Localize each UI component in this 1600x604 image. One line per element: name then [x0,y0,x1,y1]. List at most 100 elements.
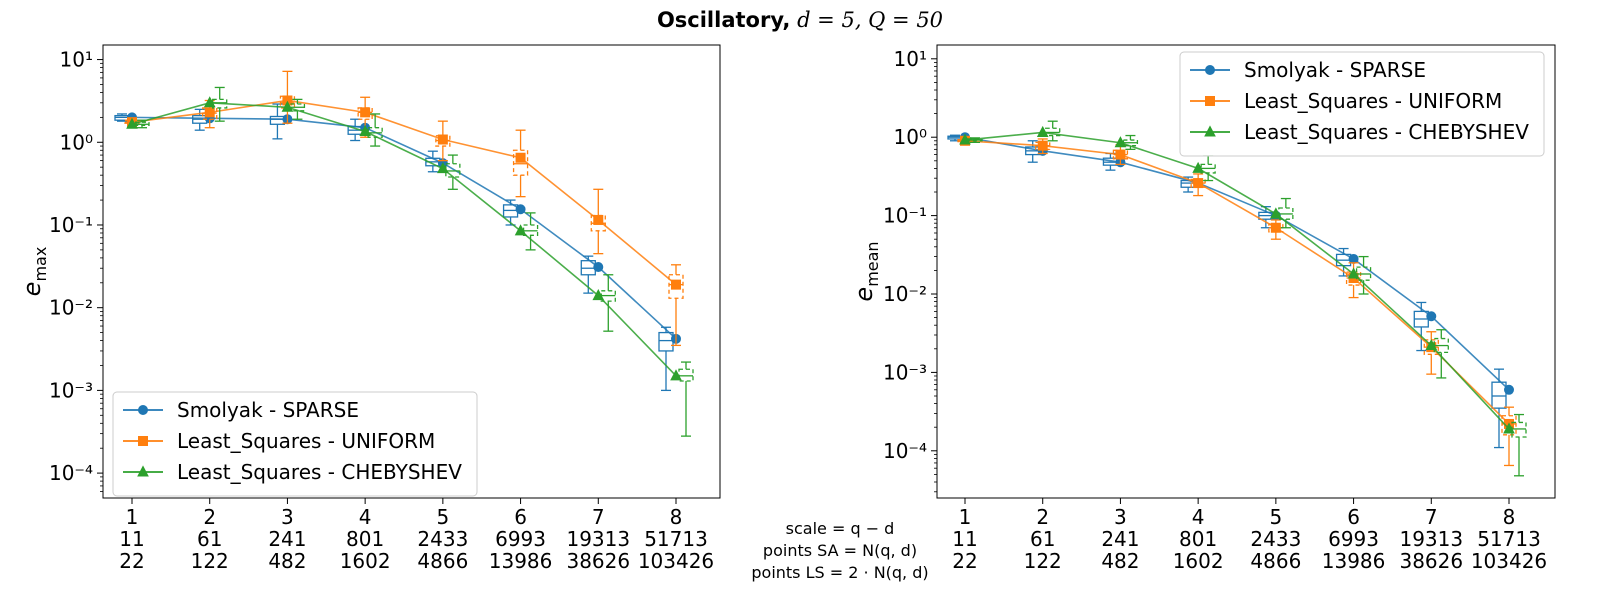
marker-triangle [959,133,971,145]
marker-square [138,436,148,446]
legend-label: Smolyak - SPARSE [1244,58,1426,82]
marker-triangle [1347,267,1360,279]
marker-triangle [126,117,138,129]
box-body [1355,266,1372,281]
x-tick-points-ls: 122 [191,549,229,573]
x-tick-points-sa: 51713 [1477,527,1541,551]
box-body [1200,163,1216,174]
x-tick-points-sa: 2433 [1250,527,1301,551]
x-tick-points-ls: 13986 [1322,549,1386,573]
x-tick-scale: 5 [436,505,449,529]
box-plot [678,361,694,437]
x-tick-points-ls: 482 [268,549,306,573]
x-tick-scale: 7 [592,505,605,529]
marker-triangle [137,465,149,477]
x-tick-points-ls: 122 [1024,549,1062,573]
x-tick-points-ls: 4866 [417,549,468,573]
marker-triangle [437,162,449,174]
legend: Smolyak - SPARSE Least_Squares - UNIFORM L… [1179,51,1545,157]
marker-triangle [1270,207,1282,219]
x-tick-points-ls: 38626 [1399,549,1463,573]
marker-triangle [359,124,371,136]
plot-frame [936,44,1556,499]
legend-entry: Smolyak - SPARSE [1190,58,1426,82]
series-line [964,139,1510,425]
box-plot [658,326,674,392]
box-body [658,331,674,352]
y-tick-label: 10⁻⁴ [49,461,93,485]
y-axis-label: emean [850,241,882,301]
x-tick-scale: 2 [203,505,216,529]
marker-square [515,152,526,163]
box-plot [512,129,529,198]
figure-title: Oscillatory, d = 5, Q = 50 [0,8,1600,32]
marker-circle [515,204,526,215]
x-tick-points-ls: 103426 [1471,549,1547,573]
marker-square [1205,96,1215,106]
box-plot [1045,120,1061,142]
x-tick-points-ls: 1602 [340,549,391,573]
marker-triangle [1425,338,1438,351]
x-tick-scale: 7 [1425,505,1438,529]
box-plot [522,212,539,251]
series-line [964,136,1510,391]
marker-square [360,107,371,118]
y-tick-label: 10¹ [894,47,927,71]
x-tick-points-ls: 482 [1101,549,1139,573]
box-plot [600,274,616,332]
marker-circle [1348,253,1359,264]
marker-triangle [670,369,682,381]
x-tick-scale: 4 [359,505,372,529]
x-tick-points-sa: 19313 [1399,527,1463,551]
x-tick-scale: 8 [1503,505,1516,529]
y-tick-label: 10⁻³ [883,360,927,384]
marker-square [1037,140,1048,151]
legend: Smolyak - SPARSE Least_Squares - UNIFORM L… [112,391,478,497]
marker-circle [1426,311,1437,322]
points-ls-label: points LS = 2 · N(q, d) [751,563,929,582]
points-sa-label: points SA = N(q, d) [762,541,918,560]
box-body [269,115,286,125]
marker-triangle [1192,161,1204,173]
x-tick-points-sa: 61 [197,527,222,551]
legend-entry: Least_Squares - CHEBYSHEV [123,460,462,484]
legend-entry: Least_Squares - UNIFORM [1190,89,1502,113]
x-tick-points-sa: 241 [268,527,306,551]
x-tick-points-ls: 103426 [638,549,714,573]
plot-frame [102,44,721,499]
marker-triangle [514,224,527,236]
title-params: d = 5, Q = 50 [797,8,944,32]
series-line [964,131,1510,430]
x-tick-points-sa: 19313 [566,527,630,551]
x-tick-points-sa: 801 [1179,527,1217,551]
x-tick-points-ls: 22 [952,549,977,573]
x-tick-points-ls: 22 [119,549,144,573]
marker-circle [138,405,148,415]
x-tick-scale: 6 [1347,505,1360,529]
x-tick-scale: 4 [1192,505,1205,529]
legend-label: Smolyak - SPARSE [177,398,359,422]
marker-circle [1205,65,1215,75]
x-tick-points-ls: 13986 [489,549,553,573]
marker-square [593,214,604,225]
marker-square [437,134,448,145]
y-tick-label: 10⁻¹ [883,204,927,228]
marker-triangle [1503,422,1515,434]
x-tick-scale: 6 [514,505,527,529]
scale-label: scale = q − d [785,519,895,538]
x-tick-points-ls: 1602 [1173,549,1224,573]
box-body [522,224,539,236]
x-tick-points-sa: 11 [952,527,977,551]
box-body [512,149,529,176]
legend-frame [112,391,478,497]
series-line [131,116,677,340]
x-tick-scale: 2 [1036,505,1049,529]
box-body [1501,415,1517,436]
box-body [1433,337,1449,354]
marker-square [1115,149,1126,160]
x-tick-points-ls: 4866 [1250,549,1301,573]
x-tick-scale: 3 [1114,505,1127,529]
y-axis-label: emax [18,247,50,297]
marker-square [1193,178,1204,189]
x-tick-points-sa: 11 [119,527,144,551]
